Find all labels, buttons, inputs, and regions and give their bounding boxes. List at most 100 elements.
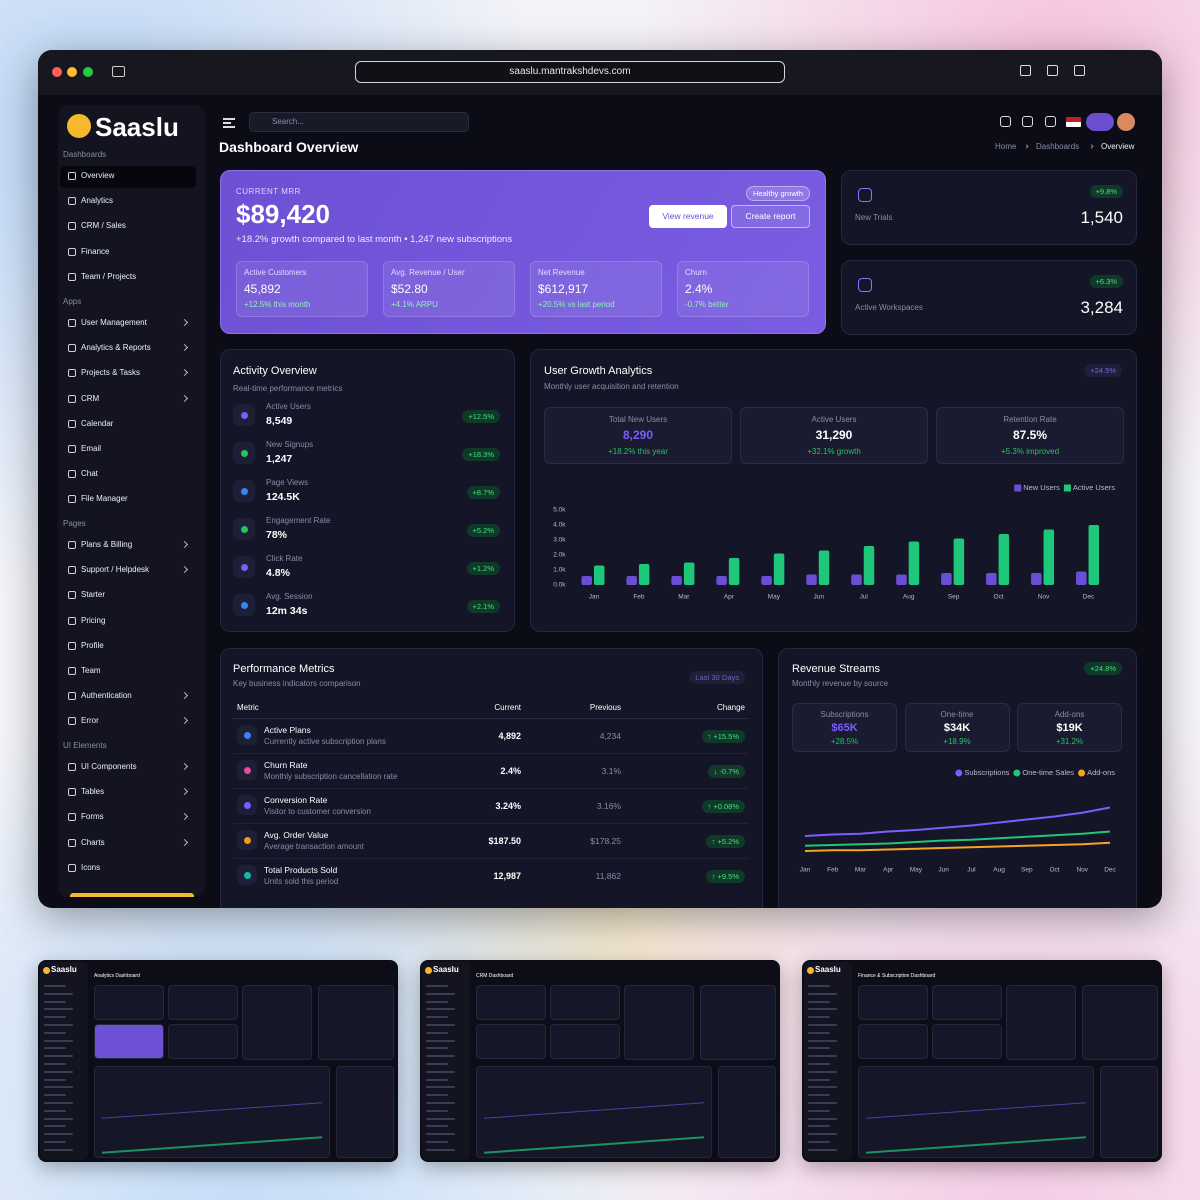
toolbar-icon xyxy=(1047,65,1058,76)
card-title: Revenue Streams xyxy=(792,663,881,675)
x-tick-label: Jul xyxy=(860,594,869,601)
toolbar-icon xyxy=(1074,65,1085,76)
thumb-card xyxy=(242,985,312,1060)
column-header: Current xyxy=(494,703,521,712)
icon xyxy=(240,449,248,457)
search-box xyxy=(249,112,469,132)
thumb-menu xyxy=(44,1063,66,1065)
legend-swatch xyxy=(1063,484,1071,492)
bar xyxy=(908,541,920,585)
sidebar-item[interactable]: Pricing xyxy=(81,615,106,625)
sidebar-item[interactable]: Calendar xyxy=(81,418,114,428)
sidebar-item[interactable]: Team / Projects xyxy=(81,271,137,281)
thumb-menu xyxy=(808,1016,830,1019)
sidebar-item[interactable]: Projects & Tasks xyxy=(81,368,140,378)
x-tick-label: Feb xyxy=(827,867,839,874)
metric-name: Total Products Sold xyxy=(264,865,338,875)
metric-current: $187.50 xyxy=(488,836,521,846)
bar xyxy=(986,573,997,585)
stat-box xyxy=(677,261,809,317)
thumb-menu xyxy=(808,1024,837,1026)
stat-value: $34K xyxy=(943,722,971,734)
button[interactable]: Create report xyxy=(731,205,810,228)
sidebar-toggle-icon xyxy=(112,66,125,77)
hero-badge: Healthy growth xyxy=(745,186,810,201)
metric-desc: Monthly subscription cancellation rate xyxy=(264,772,398,781)
sidebar-item[interactable]: File Manager xyxy=(81,494,128,504)
metric-name: Churn Rate xyxy=(264,760,308,770)
stat-label: Churn xyxy=(685,268,707,277)
sidebar-item[interactable]: Authentication xyxy=(81,691,132,701)
thumb-card xyxy=(550,985,620,1020)
stat-box xyxy=(383,261,515,317)
sidebar-item[interactable]: Support / Helpdesk xyxy=(81,565,150,575)
icon xyxy=(243,766,251,774)
sidebar-item[interactable]: CRM xyxy=(81,393,100,403)
url-text[interactable]: saaslu.mantrakshdevs.com xyxy=(509,66,631,77)
badge: ↓ -0.7% xyxy=(707,765,745,778)
bar xyxy=(773,553,785,585)
stat-value: $65K xyxy=(831,722,858,734)
bar xyxy=(638,564,650,585)
sidebar-item[interactable]: Icons xyxy=(81,862,101,872)
stat-box xyxy=(236,261,368,317)
thumb-menu xyxy=(808,1000,830,1003)
x-tick-label: Oct xyxy=(1049,867,1059,874)
line xyxy=(804,841,1111,852)
sidebar-item[interactable]: Profile xyxy=(81,640,104,650)
sidebar-item[interactable]: Finance xyxy=(81,246,110,256)
sidebar-item[interactable]: CRM / Sales xyxy=(81,221,126,231)
hero-label: CURRENT MRR xyxy=(236,187,301,196)
icon xyxy=(243,836,251,844)
sidebar-item[interactable]: Tables xyxy=(81,787,105,797)
thumb-menu xyxy=(44,985,66,987)
legend-swatch xyxy=(1078,769,1086,777)
sidebar-item[interactable]: Analytics xyxy=(81,196,114,206)
sidebar-item[interactable]: Overview xyxy=(81,171,115,180)
sidebar-item[interactable]: UI Components xyxy=(81,762,137,771)
button[interactable]: View revenue xyxy=(649,205,727,228)
thumb-menu xyxy=(44,1008,73,1011)
sidebar-item[interactable]: Error xyxy=(81,716,99,726)
bar xyxy=(728,558,740,585)
breadcrumb[interactable]: Home xyxy=(995,142,1017,151)
x-tick-label: Feb xyxy=(633,594,645,601)
sidebar-item[interactable]: Charts xyxy=(81,837,105,847)
search-placeholder[interactable]: Search... xyxy=(272,117,305,126)
activity-label: Active Users xyxy=(266,402,311,411)
table-rule xyxy=(233,718,749,719)
breadcrumb[interactable]: Dashboards xyxy=(1036,142,1080,151)
header-icon xyxy=(1022,116,1033,127)
metric-name: Avg. Order Value xyxy=(264,830,329,840)
thumb-card xyxy=(1082,985,1158,1060)
thumb-menu xyxy=(808,1094,830,1097)
y-tick-label: 3.0k xyxy=(553,537,566,544)
sidebar-icon xyxy=(68,495,76,504)
breadcrumb: Overview xyxy=(1101,142,1135,151)
thumb-card xyxy=(476,1066,712,1158)
sidebar-icon xyxy=(68,641,76,650)
thumb-card xyxy=(550,1024,620,1059)
sidebar-item[interactable]: Starter xyxy=(81,590,106,600)
sidebar-item[interactable]: Analytics & Reports xyxy=(81,343,151,353)
activity-label: Click Rate xyxy=(266,554,303,563)
sidebar-icon xyxy=(68,222,76,231)
card-subtitle: Monthly user acquisition and retention xyxy=(544,382,679,391)
sidebar-item[interactable]: Chat xyxy=(81,469,98,479)
sidebar-item[interactable]: Forms xyxy=(81,812,104,822)
activity-value: 124.5K xyxy=(266,491,300,503)
legend-label: New Users xyxy=(1023,483,1060,492)
sidebar-item[interactable]: Plans & Billing xyxy=(81,540,133,549)
sidebar-item[interactable]: Team xyxy=(81,666,101,675)
badge: Last 30 Days xyxy=(689,671,745,684)
metric-previous: 3.16% xyxy=(596,801,621,811)
sidebar-item[interactable]: Email xyxy=(81,444,102,453)
metric-desc: Visitor to customer conversion xyxy=(264,807,372,816)
thumb-menu xyxy=(426,1031,448,1034)
sidebar-item[interactable]: User Management xyxy=(81,318,147,327)
sidebar-icon xyxy=(68,863,76,872)
kpi-icon xyxy=(858,188,872,202)
sidebar-active xyxy=(60,166,196,188)
menu-line xyxy=(223,126,235,128)
thumb-card xyxy=(718,1066,776,1158)
